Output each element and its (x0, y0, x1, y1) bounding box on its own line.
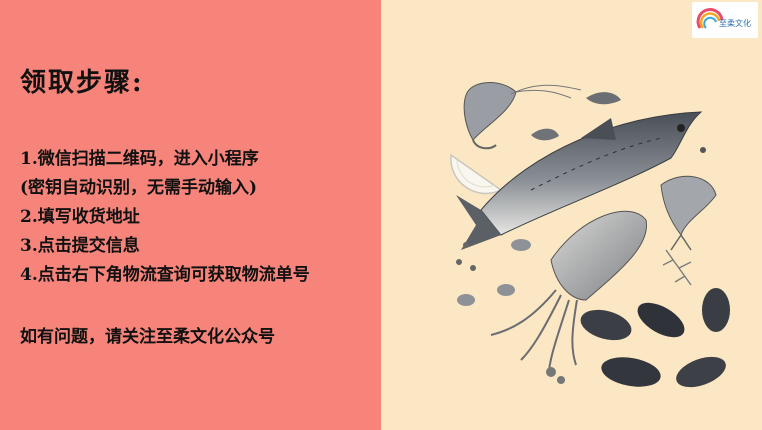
seafood-illustration (450, 82, 730, 388)
step-1-note: (密钥自动识别，无需手动输入) (20, 178, 258, 198)
peppercorn-illustration (456, 259, 462, 265)
leaf-illustration (531, 128, 559, 141)
lemon-illustration (450, 153, 503, 195)
step-4: 4.点击右下角物流查询可获取物流单号 (20, 265, 310, 285)
step-3: 3.点击提交信息 (20, 236, 140, 256)
leaf-illustration (586, 92, 621, 105)
brand-logo-text: 至柔文化 (719, 18, 751, 28)
mussels-illustration (580, 288, 730, 388)
fish-illustration (456, 111, 703, 250)
peppercorn-illustration (546, 367, 556, 377)
brand-logo-mark: 至柔文化 (696, 8, 751, 29)
shrimp-illustration (463, 82, 582, 150)
herb-illustration (662, 249, 692, 286)
peppercorn-illustration (470, 265, 476, 271)
contact-note: 如有问题，请关注至柔文化公众号 (20, 327, 275, 347)
left-panel: 领取步骤: 1.微信扫描二维码，进入小程序 (密钥自动识别，无需手动输入) 2.… (0, 0, 381, 430)
right-panel: 至柔文化 (381, 0, 762, 430)
step-2: 2.填写收货地址 (20, 207, 140, 227)
shrimp-illustration (497, 284, 515, 296)
step-1: 1.微信扫描二维码，进入小程序 (20, 149, 259, 169)
shrimp-illustration (511, 239, 531, 251)
page-title: 领取步骤: (20, 68, 144, 98)
squid-illustration (490, 210, 648, 371)
brand-logo: 至柔文化 (692, 2, 758, 38)
shrimp-illustration (457, 294, 475, 306)
shrimp-illustration (660, 175, 717, 251)
peppercorn-illustration (557, 376, 565, 384)
peppercorn-illustration (463, 242, 469, 248)
peppercorn-illustration (700, 147, 706, 153)
steps-list: 1.微信扫描二维码，进入小程序 (密钥自动识别，无需手动输入) 2.填写收货地址… (20, 145, 310, 290)
